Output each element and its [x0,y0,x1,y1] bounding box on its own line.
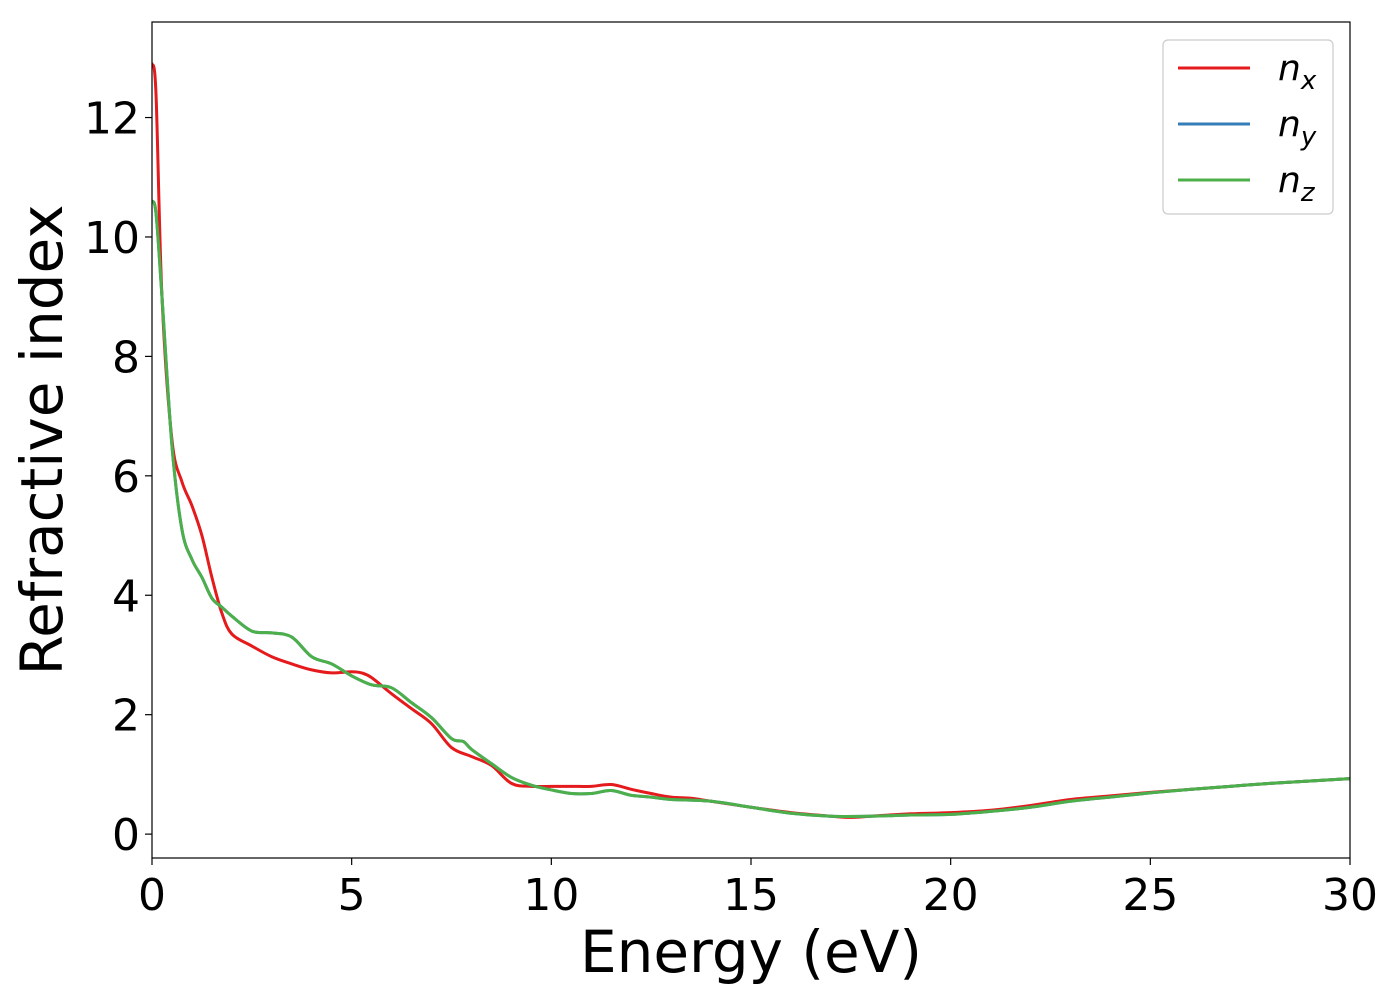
legend-label-z: nz [1278,160,1316,208]
plot-area [152,22,1350,858]
y-tick-label: 0 [112,810,140,861]
legend-label-x: nx [1278,48,1317,96]
x-tick-label: 10 [523,870,579,921]
y-tick-label: 2 [112,691,140,742]
x-tick-label: 30 [1322,870,1378,921]
x-tick-label: 15 [723,870,779,921]
legend: nx ny nz [1162,39,1334,215]
y-tick-label: 12 [84,94,140,145]
y-tick-label: 4 [112,571,140,622]
y-axis-ticks: 0 2 4 6 8 10 12 [84,94,152,861]
plot-frame [152,22,1350,858]
x-tick-label: 25 [1122,870,1178,921]
y-tick-label: 8 [112,332,140,383]
y-axis-label: Refractive index [8,204,76,675]
x-axis-ticks: 0 5 10 15 20 25 30 [138,858,1378,921]
x-tick-label: 5 [338,870,366,921]
series-layer [152,62,1350,819]
x-tick-label: 0 [138,870,166,921]
y-tick-label: 10 [84,213,140,264]
series-line-n-z [152,199,1350,818]
legend-box [1162,39,1334,215]
x-axis-label: Energy (eV) [580,918,922,986]
x-tick-label: 20 [923,870,979,921]
y-tick-label: 6 [112,452,140,503]
legend-label-y: ny [1278,104,1317,152]
